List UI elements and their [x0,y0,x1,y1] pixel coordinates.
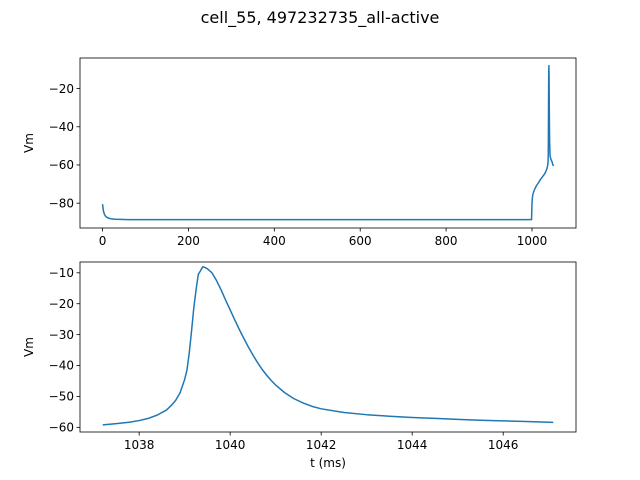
y-tick-label: −60 [49,421,74,435]
y-tick-label: −60 [49,158,74,172]
x-tick-label: 200 [177,234,200,248]
axes-frame [79,57,577,229]
y-tick-label: −40 [49,359,74,373]
y-tick-label: −10 [49,266,74,280]
x-tick-label: 600 [349,234,372,248]
y-tick-label: −30 [49,328,74,342]
bottom-subplot: 1038 1040 1042 1044 1046 −60 −50 −40 −30 −20 −10 Vm… [22,261,577,470]
figure-title: cell_55, 497232735_all-active [201,8,440,28]
x-tick-label: 1038 [124,438,155,452]
x-tick-label: 0 [99,234,107,248]
series-line-0 [102,265,554,426]
x-axis-label: t (ms) [310,456,346,470]
x-tick-label: 1040 [215,438,246,452]
y-axis-label: Vm [22,133,36,153]
top-subplot: 0 200 400 600 800 1000 −80 −60 −40 −20 Vm [22,57,577,248]
x-tick-label: 1046 [488,438,519,452]
y-tick-label: −50 [49,390,74,404]
axes-frame [79,261,577,433]
y-tick-label: −20 [49,82,74,96]
x-tick-label: 400 [263,234,286,248]
x-tick-label: 1044 [397,438,428,452]
y-axis-label: Vm [22,337,36,357]
x-tick-label: 1000 [517,234,548,248]
x-tick-label: 800 [435,234,458,248]
series-line-0 [101,64,555,221]
x-tick-label: 1042 [306,438,337,452]
y-tick-label: −40 [49,120,74,134]
y-tick-label: −20 [49,297,74,311]
y-tick-label: −80 [49,196,74,210]
